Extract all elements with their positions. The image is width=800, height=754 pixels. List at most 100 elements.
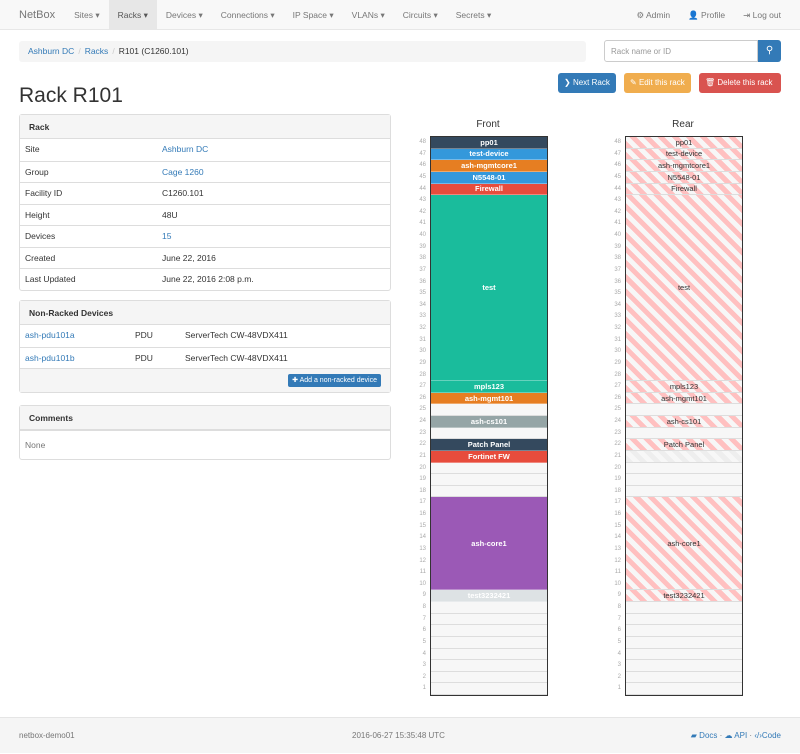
api-link[interactable]: ☁ API: [724, 731, 748, 740]
code-link[interactable]: ‹/›Code: [754, 731, 781, 740]
front-label: Front: [476, 119, 500, 130]
unit-number: 32: [419, 325, 426, 331]
nav-secrets[interactable]: Secrets ▾: [455, 9, 492, 20]
rack-device[interactable]: Fortinet FW: [431, 450, 547, 463]
unit-number: 21: [419, 452, 426, 459]
attr-label: Devices: [25, 231, 56, 241]
logout-icon: ⇥: [743, 9, 751, 20]
rack-device-rear[interactable]: mpls123: [626, 381, 742, 393]
rack-device[interactable]: N5548-01: [431, 171, 547, 184]
rack-unit-empty[interactable]: [626, 474, 742, 486]
rack-unit-empty[interactable]: [431, 683, 547, 695]
unit-number: 45: [614, 173, 621, 180]
unit-number: 14: [614, 534, 621, 541]
rack-device[interactable]: ash-cs101: [431, 416, 547, 428]
unit-number: 39: [419, 243, 426, 250]
chevron-right-icon: ❯: [564, 78, 573, 87]
rack-unit-empty[interactable]: [626, 614, 742, 626]
nav-circuits[interactable]: Circuits ▾: [402, 9, 438, 20]
nav-profile[interactable]: 👤 Profile: [679, 0, 734, 30]
rack-unit-empty[interactable]: [626, 463, 742, 475]
rack-search-input[interactable]: [604, 40, 758, 62]
device-link[interactable]: ash-pdu101a: [25, 330, 75, 340]
attr-value: June 22, 2016: [162, 252, 216, 263]
rack-unit-empty[interactable]: [431, 463, 547, 475]
rack-device[interactable]: ash-mgmtcore1: [431, 160, 547, 172]
rack-unit-empty[interactable]: [431, 637, 547, 649]
rack-device-rear[interactable]: ash-mgmtcore1: [626, 160, 742, 172]
rack-unit-empty[interactable]: [626, 660, 742, 672]
breadcrumb-racks[interactable]: Racks: [84, 46, 109, 56]
attr-value[interactable]: Cage 1260: [162, 166, 204, 177]
rack-unit-empty[interactable]: [431, 602, 547, 614]
rack-unit-empty[interactable]: [431, 649, 547, 661]
nav-racks[interactable]: Racks ▾: [108, 0, 157, 30]
edit-rack-button[interactable]: ✎ Edit this rack: [624, 73, 691, 93]
rack-unit-empty[interactable]: [431, 660, 547, 672]
device-link[interactable]: ash-pdu101b: [25, 352, 75, 363]
rack-device[interactable]: test: [431, 195, 547, 382]
rack-unit-empty[interactable]: [626, 486, 742, 498]
rack-unit-empty[interactable]: [431, 486, 547, 498]
unit-number: 2: [617, 673, 621, 680]
rack-unit-empty[interactable]: [431, 428, 547, 440]
rack-device-rear[interactable]: pp01: [626, 137, 742, 149]
rack-attr-row: Facility ID C1260.101: [20, 182, 390, 204]
rack-device-rear[interactable]: ash-cs101: [626, 416, 742, 428]
add-non-racked-device-button[interactable]: ✚ Add a non-racked device: [288, 374, 381, 387]
nav-log-out[interactable]: ⇥ Log out: [734, 0, 790, 30]
rack-device-rear[interactable]: N5548-01: [626, 171, 742, 184]
rack-device[interactable]: pp01: [431, 137, 547, 149]
rack-unit-empty[interactable]: [431, 614, 547, 626]
search-button[interactable]: ⚲: [758, 40, 781, 62]
nav-vlans[interactable]: VLANs ▾: [351, 9, 385, 20]
breadcrumb-site[interactable]: Ashburn DC: [28, 46, 75, 56]
attr-value[interactable]: 15: [162, 231, 172, 241]
rack-device-rear[interactable]: ash-mgmt101: [626, 392, 742, 405]
unit-number: 13: [614, 545, 621, 552]
attr-value[interactable]: Ashburn DC: [162, 144, 209, 154]
rack-device[interactable]: test3232421: [431, 590, 547, 602]
rack-device-rear[interactable]: test-device: [626, 148, 742, 161]
docs-link[interactable]: ▰ Docs: [690, 731, 718, 740]
rack-device-rear[interactable]: ash-core1: [626, 497, 742, 591]
rack-unit-empty[interactable]: [626, 602, 742, 614]
nav-devices[interactable]: Devices ▾: [165, 9, 203, 20]
rack-device-rear[interactable]: test: [626, 195, 742, 382]
rack-unit-empty[interactable]: [626, 683, 742, 695]
rack-device[interactable]: ash-mgmt101: [431, 392, 547, 405]
unit-number: 16: [419, 511, 426, 517]
nav-connections[interactable]: Connections ▾: [220, 9, 275, 20]
nav-label: Circuits: [402, 9, 432, 20]
rack-device[interactable]: Patch Panel: [431, 439, 547, 451]
rack-unit-empty[interactable]: [431, 672, 547, 684]
rack-device-rear[interactable]: Firewall: [626, 183, 742, 196]
rack-unit-empty[interactable]: [431, 474, 547, 486]
nav-admin[interactable]: ⚙ Admin: [627, 0, 679, 30]
unit-number: 28: [419, 371, 426, 378]
brand-logo[interactable]: NetBox: [19, 8, 56, 21]
unit-number: 22: [614, 441, 621, 448]
rack-unit-empty[interactable]: [626, 649, 742, 661]
footer: netbox-demo01 2016-06-27 15:35:48 UTC ▰ …: [0, 717, 800, 753]
rack-unit-empty[interactable]: [626, 637, 742, 649]
unit-number: 29: [614, 359, 621, 366]
delete-rack-button[interactable]: 🗑 Delete this rack: [699, 73, 781, 93]
rack-device[interactable]: mpls123: [431, 381, 547, 393]
rack-device[interactable]: ash-core1: [431, 497, 547, 591]
nav-ip-space[interactable]: IP Space ▾: [292, 9, 334, 20]
rack-device[interactable]: test-device: [431, 148, 547, 161]
rack-unit-empty[interactable]: [626, 428, 742, 440]
rack-unit-empty[interactable]: [626, 672, 742, 684]
nav-sites[interactable]: Sites ▾: [74, 9, 100, 20]
next-rack-button[interactable]: ❯ Next Rack: [558, 73, 616, 93]
rack-device[interactable]: Firewall: [431, 183, 547, 196]
rack-unit-empty[interactable]: [626, 625, 742, 637]
rack-device-rear[interactable]: test3232421: [626, 590, 742, 602]
rack-unit-empty[interactable]: [626, 404, 742, 416]
nav-label: Profile: [701, 9, 726, 20]
unit-number: 35: [614, 290, 621, 297]
rack-unit-empty[interactable]: [431, 625, 547, 637]
rack-device-rear[interactable]: Patch Panel: [626, 439, 742, 451]
rack-unit-empty[interactable]: [431, 404, 547, 416]
